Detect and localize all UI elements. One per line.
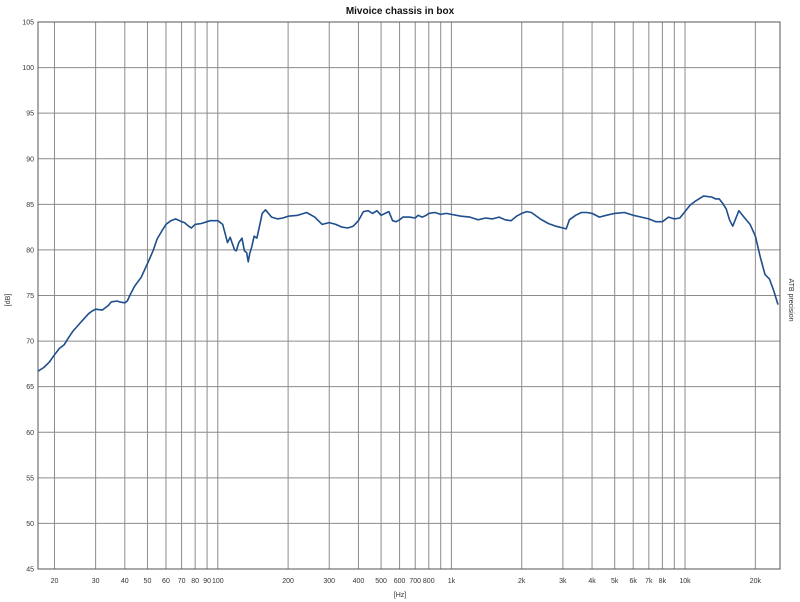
x-tick-label: 80 [191, 578, 199, 585]
y-tick-label: 65 [26, 384, 34, 391]
y-tick-label: 105 [22, 20, 34, 27]
x-tick-label: 6k [629, 578, 637, 585]
side-label: ATB precision [787, 278, 794, 321]
x-tick-label: 20k [750, 578, 762, 585]
x-tick-label: 300 [323, 578, 335, 585]
x-tick-label: 1k [448, 578, 456, 585]
y-axis-label: [dB] [5, 294, 12, 307]
y-tick-label: 80 [26, 247, 34, 254]
y-tick-label: 85 [26, 202, 34, 209]
x-tick-label: 400 [353, 578, 365, 585]
x-tick-label: 20 [51, 578, 59, 585]
x-tick-label: 60 [162, 578, 170, 585]
x-tick-label: 8k [659, 578, 667, 585]
x-tick-label: 200 [282, 578, 294, 585]
x-tick-label: 7k [645, 578, 653, 585]
y-tick-label: 45 [26, 567, 34, 574]
y-tick-label: 60 [26, 430, 34, 437]
x-tick-label: 2k [518, 578, 526, 585]
y-tick-label: 75 [26, 293, 34, 300]
x-tick-label: 90 [203, 578, 211, 585]
chart-title: Mivoice chassis in box [346, 6, 455, 17]
x-tick-label: 600 [394, 578, 406, 585]
y-tick-label: 55 [26, 475, 34, 482]
x-tick-label: 3k [559, 578, 567, 585]
y-tick-label: 100 [22, 65, 34, 72]
y-tick-label: 70 [26, 339, 34, 346]
x-tick-label: 5k [611, 578, 619, 585]
grid [38, 22, 780, 569]
x-tick-label: 500 [375, 578, 387, 585]
y-tick-label: 90 [26, 156, 34, 163]
y-tick-labels: 105 100 95 90 85 80 75 70 65 60 55 50 45 [22, 20, 34, 574]
response-curve [37, 195, 779, 372]
x-tick-label: 40 [121, 578, 129, 585]
x-tick-label: 50 [144, 578, 152, 585]
x-tick-label: 70 [178, 578, 186, 585]
y-tick-label: 95 [26, 111, 34, 118]
x-tick-label: 4k [588, 578, 596, 585]
x-tick-label: 700 [409, 578, 421, 585]
x-axis-label: [Hz] [394, 592, 407, 599]
x-tick-label: 30 [92, 578, 100, 585]
x-tick-label: 10k [679, 578, 691, 585]
x-tick-label: 800 [423, 578, 435, 585]
x-tick-labels: 20 30 40 50 60 70 80 90 100 200 300 400 500 600 700 800… [51, 578, 762, 585]
y-tick-label: 50 [26, 521, 34, 528]
x-tick-label: 100 [212, 578, 224, 585]
plot-frame [37, 21, 781, 570]
